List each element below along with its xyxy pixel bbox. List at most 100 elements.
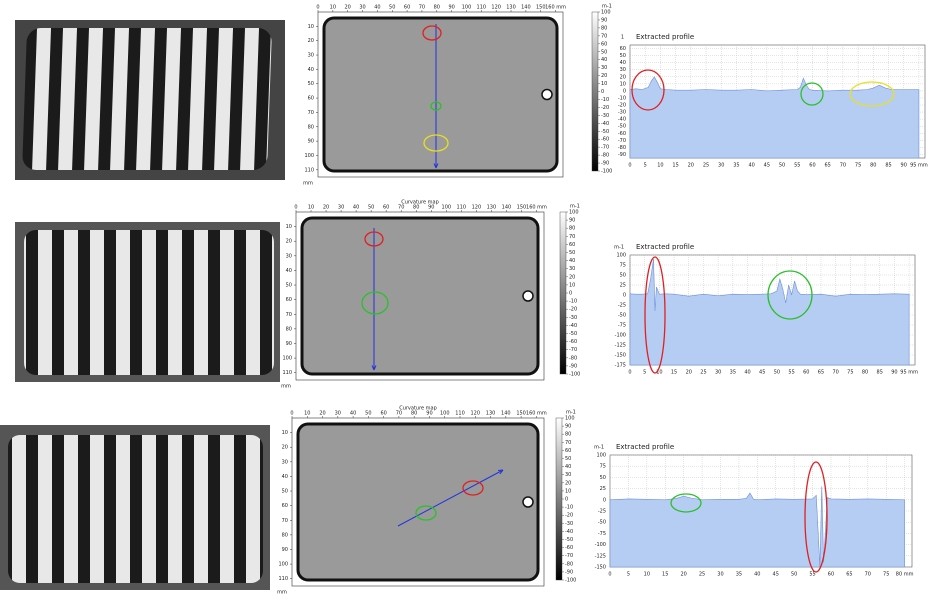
colorbar-tick-label: -40 (565, 529, 573, 535)
x-tick-label: 140 (502, 205, 512, 211)
x-tick-label: 15 (662, 572, 668, 578)
y-tick-label: 75 (620, 263, 626, 269)
y-tick-label: -50 (618, 124, 626, 130)
y-tick-label: -125 (595, 553, 606, 559)
x-tick-label: 75 (883, 572, 889, 578)
x-tick-label: 15 (671, 370, 677, 376)
y-axis-unit: mm (303, 181, 313, 187)
colorbar-tick-label: 10 (569, 282, 575, 288)
colorbar (555, 417, 563, 581)
colorbar-tick-label: -100 (565, 578, 576, 584)
y-tick-label: -150 (615, 353, 626, 359)
x-tick-label: 95 mm (900, 370, 918, 376)
y-axis-unit: mm (281, 384, 291, 390)
annotation-circle (670, 493, 702, 513)
x-tick-label: 160 mm (526, 411, 547, 417)
x-tick-label: 35 (733, 163, 739, 169)
x-tick-label: 75 (847, 370, 853, 376)
colorbar-tick-label: -10 (601, 97, 609, 103)
colorbar-tick-label: -10 (565, 505, 573, 511)
x-tick-label: 20 (345, 5, 351, 11)
chart-title: Extracted profile (636, 243, 694, 251)
x-tick-label: 5 (627, 572, 630, 578)
x-tick-label: 0 (628, 370, 631, 376)
colorbar-tick-label: 90 (601, 17, 607, 23)
colorbar-tick-label: 20 (565, 480, 571, 486)
colorbar-tick-label: 0 (569, 291, 572, 297)
colorbar-tick-label: -70 (565, 553, 573, 559)
y-tick-label: 50 (620, 273, 626, 279)
colorbar-tick-label: -80 (565, 561, 573, 567)
y-tick-label: 60 (620, 46, 626, 52)
x-tick-label: 65 (846, 572, 852, 578)
annotation-circle (462, 480, 484, 496)
x-tick-label: 70 (419, 5, 425, 11)
x-tick-label: 0 (608, 572, 611, 578)
y-tick-label: 100 (596, 453, 606, 459)
annotation-circle (631, 69, 665, 111)
colorbar-tick-label: 30 (569, 266, 575, 272)
y-tick-label: 60 (308, 96, 314, 102)
x-tick-label: 130 (506, 5, 516, 11)
y-tick-label: -150 (595, 565, 606, 571)
y-tick-label: 60 (286, 297, 292, 303)
colorbar-tick-label: -30 (601, 113, 609, 119)
x-tick-label: 120 (491, 5, 501, 11)
x-tick-label: 20 (688, 163, 694, 169)
x-tick-label: 90 (428, 205, 434, 211)
x-tick-label: 120 (472, 205, 482, 211)
x-tick-label: 80 (411, 411, 417, 417)
y-tick-label: -75 (618, 323, 626, 329)
y-tick-label: 20 (620, 74, 626, 80)
y-tick-label: 30 (282, 459, 288, 465)
x-tick-label: 50 (779, 163, 785, 169)
annotation-circle (644, 256, 666, 374)
x-tick-label: 25 (700, 370, 706, 376)
y-tick-label: 100 (278, 562, 288, 568)
x-tick-label: 60 (404, 5, 410, 11)
x-tick-label: 25 (699, 572, 705, 578)
y-axis-label: m-1 (594, 445, 604, 451)
x-tick-label: 100 (462, 5, 472, 11)
x-tick-label: 60 (383, 205, 389, 211)
chart-title: Extracted profile (616, 443, 674, 451)
y-tick-label: -90 (618, 152, 626, 158)
colorbar-tick-label: 80 (565, 432, 571, 438)
x-tick-label: 50 (368, 205, 374, 211)
x-tick-label: 60 (803, 370, 809, 376)
annotation-circle (804, 461, 828, 573)
colorbar-tick-label: 70 (569, 234, 575, 240)
x-tick-label: 30 (717, 572, 723, 578)
x-tick-label: 45 (764, 163, 770, 169)
colorbar-tick-label: 50 (601, 49, 607, 55)
profile-area (609, 486, 905, 568)
chart-title: Extracted profile (636, 33, 694, 41)
y-tick-label: 40 (620, 60, 626, 66)
colorbar-tick-label: 80 (569, 226, 575, 232)
arrow-head (497, 469, 504, 475)
y-tick-label: 40 (282, 474, 288, 480)
x-tick-label: 5 (643, 370, 646, 376)
colorbar-tick-label: -70 (569, 347, 577, 353)
colorbar (591, 11, 599, 172)
x-tick-label: 110 (455, 411, 465, 417)
x-tick-label: 0 (316, 5, 319, 11)
x-tick-label: 70 (398, 205, 404, 211)
y-tick-label: 30 (286, 253, 292, 259)
y-tick-label: -10 (618, 95, 626, 101)
y-tick-label: -80 (618, 145, 626, 151)
annotation-circle (422, 25, 442, 41)
y-tick-label: 100 (282, 356, 292, 362)
x-tick-label: 70 (865, 572, 871, 578)
colorbar-tick-label: -80 (601, 153, 609, 159)
x-tick-label: 75 (855, 163, 861, 169)
colorbar-tick-label: 80 (601, 25, 607, 31)
y-tick-label: 50 (286, 283, 292, 289)
x-tick-label: 10 (657, 163, 663, 169)
x-tick-label: 15 (672, 163, 678, 169)
y-tick-label: 50 (600, 475, 606, 481)
colorbar-label: m-1 (602, 4, 612, 10)
x-tick-label: 80 (434, 5, 440, 11)
y-tick-label: 100 (616, 253, 626, 259)
x-tick-label: 150 (516, 411, 526, 417)
